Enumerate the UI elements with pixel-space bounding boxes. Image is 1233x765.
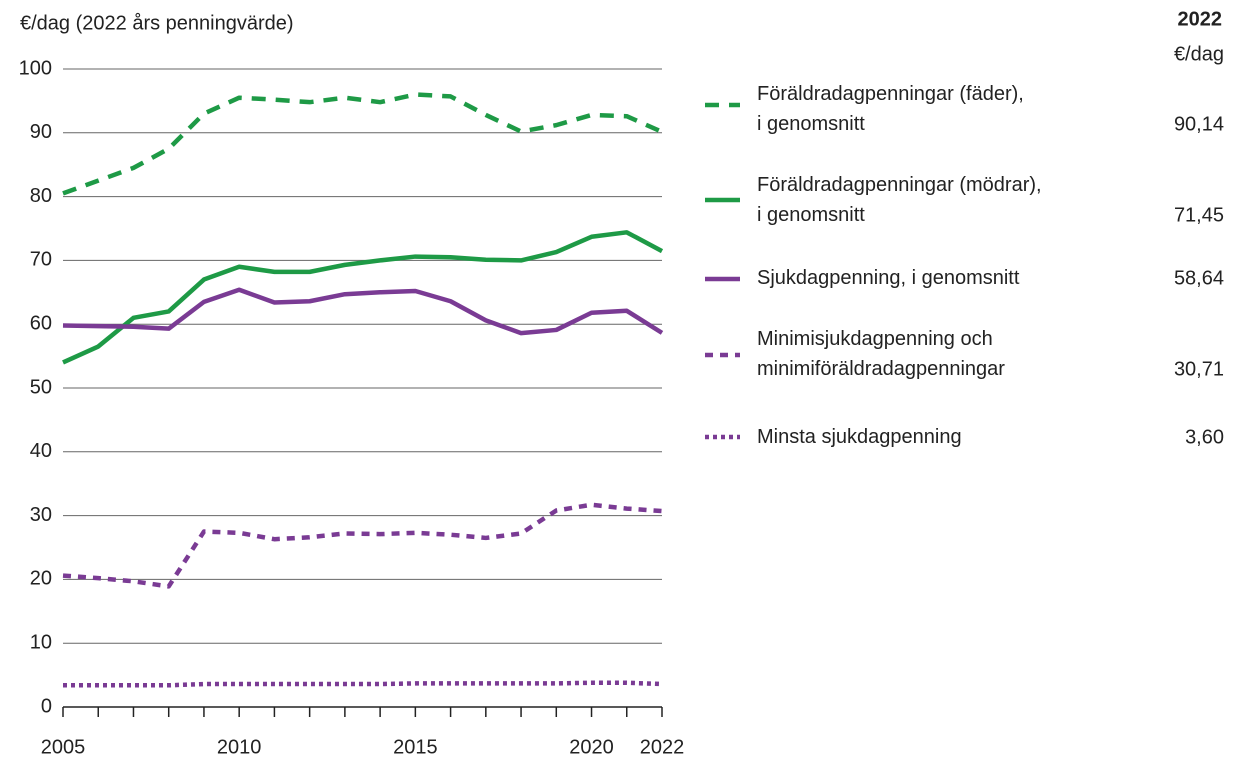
legend-label: Minsta sjukdagpenning <box>757 426 962 448</box>
legend-label-line: Sjukdagpenning, i genomsnitt <box>757 267 1020 289</box>
x-tick-label: 2022 <box>640 736 685 758</box>
legend-label-line: i genomsnitt <box>757 204 865 226</box>
y-tick-label: 40 <box>30 440 52 462</box>
y-tick-label: 0 <box>41 695 52 717</box>
legend-label-line: Föräldradagpenningar (fäder), <box>757 83 1024 105</box>
series-line <box>62 230 664 365</box>
y-tick-label: 90 <box>30 121 52 143</box>
y-axis-label: €/dag (2022 års penningvärde) <box>20 12 294 34</box>
y-tick-label: 100 <box>19 57 52 79</box>
legend-label: Sjukdagpenning, i genomsnitt <box>757 267 1020 289</box>
legend-unit: €/dag <box>1174 43 1224 65</box>
legend-value: 90,14 <box>1174 113 1224 135</box>
x-tick-label: 2010 <box>217 736 262 758</box>
series-line <box>62 502 663 589</box>
y-tick-label: 10 <box>30 631 52 653</box>
legend-label: Föräldradagpenningar (fäder), i genomsnit… <box>757 83 1024 135</box>
y-tick-label: 60 <box>30 312 52 334</box>
legend-label-line: Föräldradagpenningar (mödrar), <box>757 174 1042 196</box>
series-line <box>62 287 664 336</box>
legend-label-line: Minimisjukdagpenning och <box>757 328 993 350</box>
series-line <box>62 92 663 196</box>
y-tick-label: 50 <box>30 376 52 398</box>
legend-value: 71,45 <box>1174 204 1224 226</box>
y-tick-label: 30 <box>30 504 52 526</box>
x-tick-label: 2005 <box>41 736 86 758</box>
legend-label: Föräldradagpenningar (mödrar), i genomsni… <box>757 174 1042 226</box>
legend-value: 30,71 <box>1174 358 1224 380</box>
legend-header: 2022 <box>1178 8 1223 30</box>
series-line <box>63 680 663 688</box>
y-tick-label: 80 <box>30 185 52 207</box>
legend-value: 3,60 <box>1185 426 1224 448</box>
legend-label-line: minimiföräldradagpenningar <box>757 358 1005 380</box>
legend-label-line: Minsta sjukdagpenning <box>757 426 962 448</box>
legend-label-line: i genomsnitt <box>757 113 865 135</box>
y-tick-label: 70 <box>30 249 52 271</box>
y-tick-label: 20 <box>30 568 52 590</box>
legend-label: Minimisjukdagpenning och minimiföräldrada… <box>757 328 1005 380</box>
x-tick-label: 2015 <box>393 736 438 758</box>
legend-value: 58,64 <box>1174 267 1224 289</box>
x-tick-label: 2020 <box>569 736 614 758</box>
